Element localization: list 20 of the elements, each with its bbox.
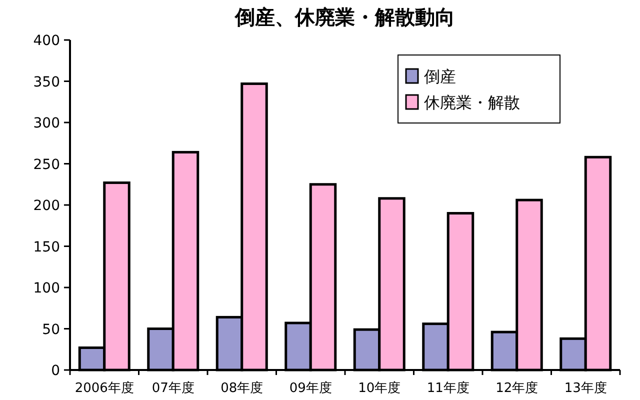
y-tick-label: 100 (33, 280, 60, 296)
y-tick-label: 350 (33, 74, 60, 90)
x-tick-label: 12年度 (496, 380, 538, 396)
x-tick-label: 08年度 (220, 380, 264, 396)
legend-label: 倒産 (424, 67, 456, 86)
legend-label: 休廃業・解散 (424, 93, 520, 112)
x-tick-label: 2006年度 (74, 380, 134, 396)
y-tick-label: 400 (33, 33, 60, 49)
y-tick-label: 200 (33, 198, 60, 214)
x-tick-label: 07年度 (152, 380, 194, 396)
chart-title: 倒産、休廃業・解散動向 (234, 5, 455, 29)
x-tick-label: 13年度 (564, 380, 607, 396)
x-tick-label: 10年度 (358, 380, 401, 396)
y-tick-label: 0 (51, 363, 60, 379)
y-tick-label: 250 (33, 156, 60, 173)
y-tick-label: 50 (42, 322, 60, 338)
y-tick-label: 150 (33, 239, 60, 256)
x-tick-label: 11年度 (426, 380, 470, 396)
x-tick-label: 09年度 (289, 380, 332, 396)
y-tick-label: 300 (33, 116, 60, 132)
